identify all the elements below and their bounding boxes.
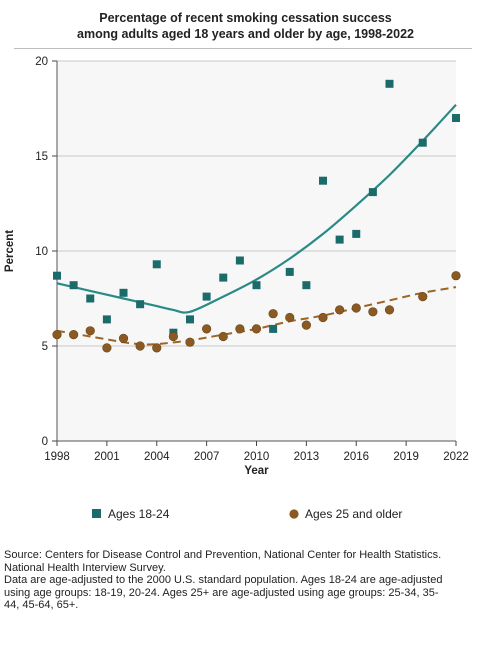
point-ages-25-and-older-2010 — [251, 324, 262, 334]
point-ages-18-24-2014 — [319, 176, 327, 185]
title-divider — [14, 48, 472, 49]
point-ages-18-24-2000 — [86, 294, 95, 303]
point-ages-18-24-2009 — [235, 256, 244, 265]
point-ages-18-24-2018 — [385, 79, 394, 88]
x-tick-label-2022: 2022 — [443, 451, 469, 463]
chart-title: Percentage of recent smoking cessation s… — [0, 10, 491, 42]
legend-marker-square — [92, 509, 101, 518]
point-ages-25-and-older-2002 — [118, 333, 129, 344]
chart: 0 5 10 15 20 1998 2001 2004 2007 2010 2013 2016 2019… — [4, 56, 469, 477]
point-ages-18-24-2006 — [186, 315, 194, 324]
trend-line-ages-18-24 — [56, 103, 457, 314]
x-tick-label-2001: 2001 — [94, 451, 120, 463]
point-ages-25-and-older-2020 — [418, 292, 428, 302]
point-ages-25-and-older-2022 — [451, 271, 461, 281]
x-axis-label: Year — [244, 465, 269, 477]
x-tick-label-2019: 2019 — [393, 451, 419, 463]
point-ages-25-and-older-2000 — [85, 326, 95, 336]
source-line-1: Source: Centers for Disease Control and … — [4, 549, 442, 561]
point-ages-25-and-older-2011 — [268, 309, 278, 319]
point-ages-25-and-older-2016 — [351, 303, 361, 313]
source-line-3: Data are age-adjusted to the 2000 U.S. s… — [4, 574, 443, 587]
point-ages-25-and-older-2012 — [285, 312, 295, 323]
point-ages-25-and-older-1998 — [52, 330, 62, 340]
point-ages-18-24-2001 — [102, 315, 111, 324]
y-tick-label-10: 10 — [35, 246, 48, 258]
chart-title-line-2: among adults aged 18 years and older by … — [77, 27, 414, 41]
x-tick-label-2010: 2010 — [244, 451, 270, 463]
point-ages-18-24-2022 — [452, 114, 460, 122]
legend-label-ages-25-and-older: Ages 25 and older — [305, 507, 403, 521]
point-ages-18-24-2016 — [352, 229, 361, 238]
point-ages-18-24-2020 — [418, 138, 427, 147]
y-tick-label-0: 0 — [42, 436, 48, 448]
point-ages-25-and-older-2015 — [335, 305, 345, 315]
point-ages-18-24-2011 — [269, 324, 278, 333]
source-note: Source: Centers for Disease Control and … — [4, 549, 488, 612]
y-tick-label-20: 20 — [35, 56, 48, 68]
source-line-5: 44, 45-64, 65+. — [4, 599, 79, 612]
point-ages-18-24-2004 — [152, 260, 161, 269]
point-ages-25-and-older-1999 — [69, 330, 79, 340]
legend-label-ages-18-24: Ages 18-24 — [108, 507, 170, 521]
point-ages-18-24-2015 — [335, 235, 344, 244]
legend-item-ages-25-and-older: Ages 25 and older — [288, 507, 402, 521]
legend-item-ages-18-24: Ages 18-24 — [91, 507, 169, 521]
point-ages-25-and-older-2001 — [102, 343, 112, 353]
point-ages-25-and-older-2006 — [185, 337, 195, 347]
source-line-4: using age groups: 18-19, 20-24. Ages 25+… — [4, 586, 439, 599]
point-ages-25-and-older-2018 — [384, 305, 395, 315]
x-tick-label-2007: 2007 — [194, 451, 220, 463]
y-axis-label: Percent — [4, 230, 16, 272]
point-ages-18-24-2002 — [119, 288, 128, 297]
legend-marker-circle — [289, 509, 299, 519]
point-ages-18-24-2010 — [252, 281, 261, 290]
point-ages-25-and-older-2008 — [218, 331, 228, 342]
x-tick-label-2016: 2016 — [343, 451, 369, 463]
point-ages-25-and-older-2007 — [202, 324, 212, 334]
point-ages-25-and-older-2014 — [318, 312, 328, 323]
x-tick-label-1998: 1998 — [44, 451, 70, 463]
y-tick-label-5: 5 — [42, 341, 48, 353]
y-tick-label-15: 15 — [35, 151, 48, 163]
point-ages-25-and-older-2004 — [152, 343, 162, 353]
point-ages-18-24-2007 — [202, 292, 211, 301]
chart-title-line-1: Percentage of recent smoking cessation s… — [99, 11, 392, 25]
point-ages-18-24-2008 — [219, 273, 228, 282]
point-ages-25-and-older-2013 — [301, 320, 311, 330]
point-ages-25-and-older-2009 — [235, 324, 245, 334]
point-ages-18-24-1999 — [69, 281, 78, 290]
point-ages-25-and-older-2005 — [168, 331, 178, 342]
point-ages-18-24-1998 — [53, 271, 61, 280]
x-tick-label-2004: 2004 — [144, 451, 170, 463]
point-ages-25-and-older-2017 — [368, 307, 378, 317]
point-ages-18-24-2003 — [136, 300, 145, 309]
legend: Ages 18-24 Ages 25 and older — [0, 507, 491, 525]
point-ages-18-24-2013 — [302, 281, 311, 290]
point-ages-25-and-older-2003 — [135, 341, 145, 351]
source-line-2: National Health Interview Survey. — [4, 561, 166, 574]
x-tick-label-2013: 2013 — [294, 451, 320, 463]
point-ages-18-24-2017 — [368, 188, 377, 197]
point-ages-18-24-2012 — [285, 267, 294, 276]
